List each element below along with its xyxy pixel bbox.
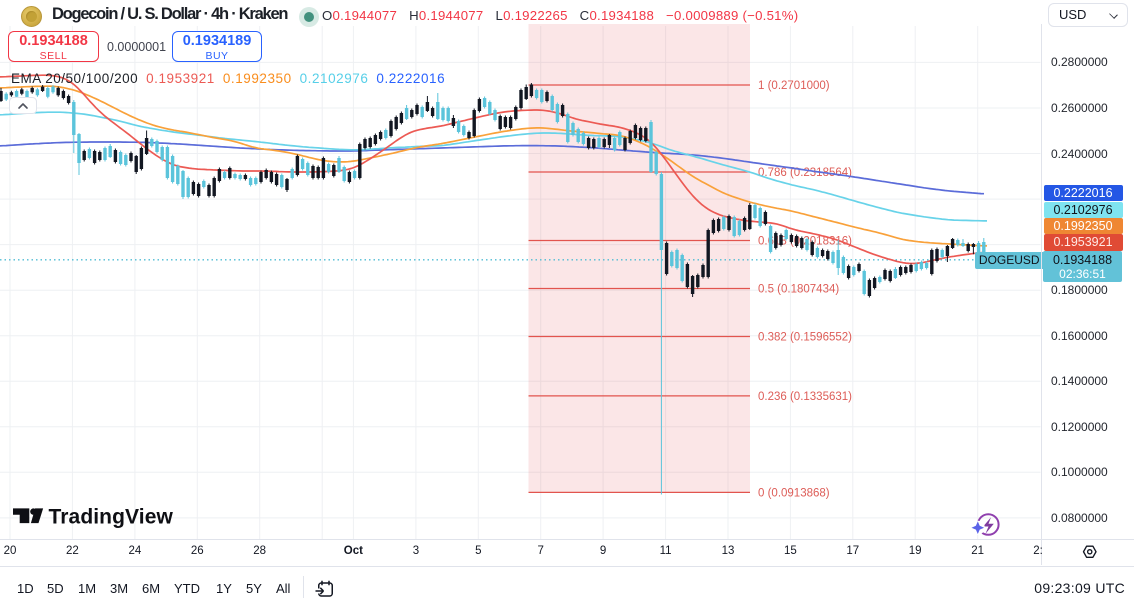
svg-text:0.786 (0.2318564): 0.786 (0.2318564) — [758, 167, 852, 179]
svg-text:1 (0.2701000): 1 (0.2701000) — [758, 80, 830, 92]
svg-text:0.382 (0.1596552): 0.382 (0.1596552) — [758, 332, 852, 344]
svg-text:0.236 (0.1335631): 0.236 (0.1335631) — [758, 391, 852, 403]
svg-text:0 (0.0913868): 0 (0.0913868) — [758, 487, 830, 499]
svg-text:TradingView: TradingView — [49, 506, 174, 529]
svg-text:0.5 (0.1807434): 0.5 (0.1807434) — [758, 284, 839, 296]
